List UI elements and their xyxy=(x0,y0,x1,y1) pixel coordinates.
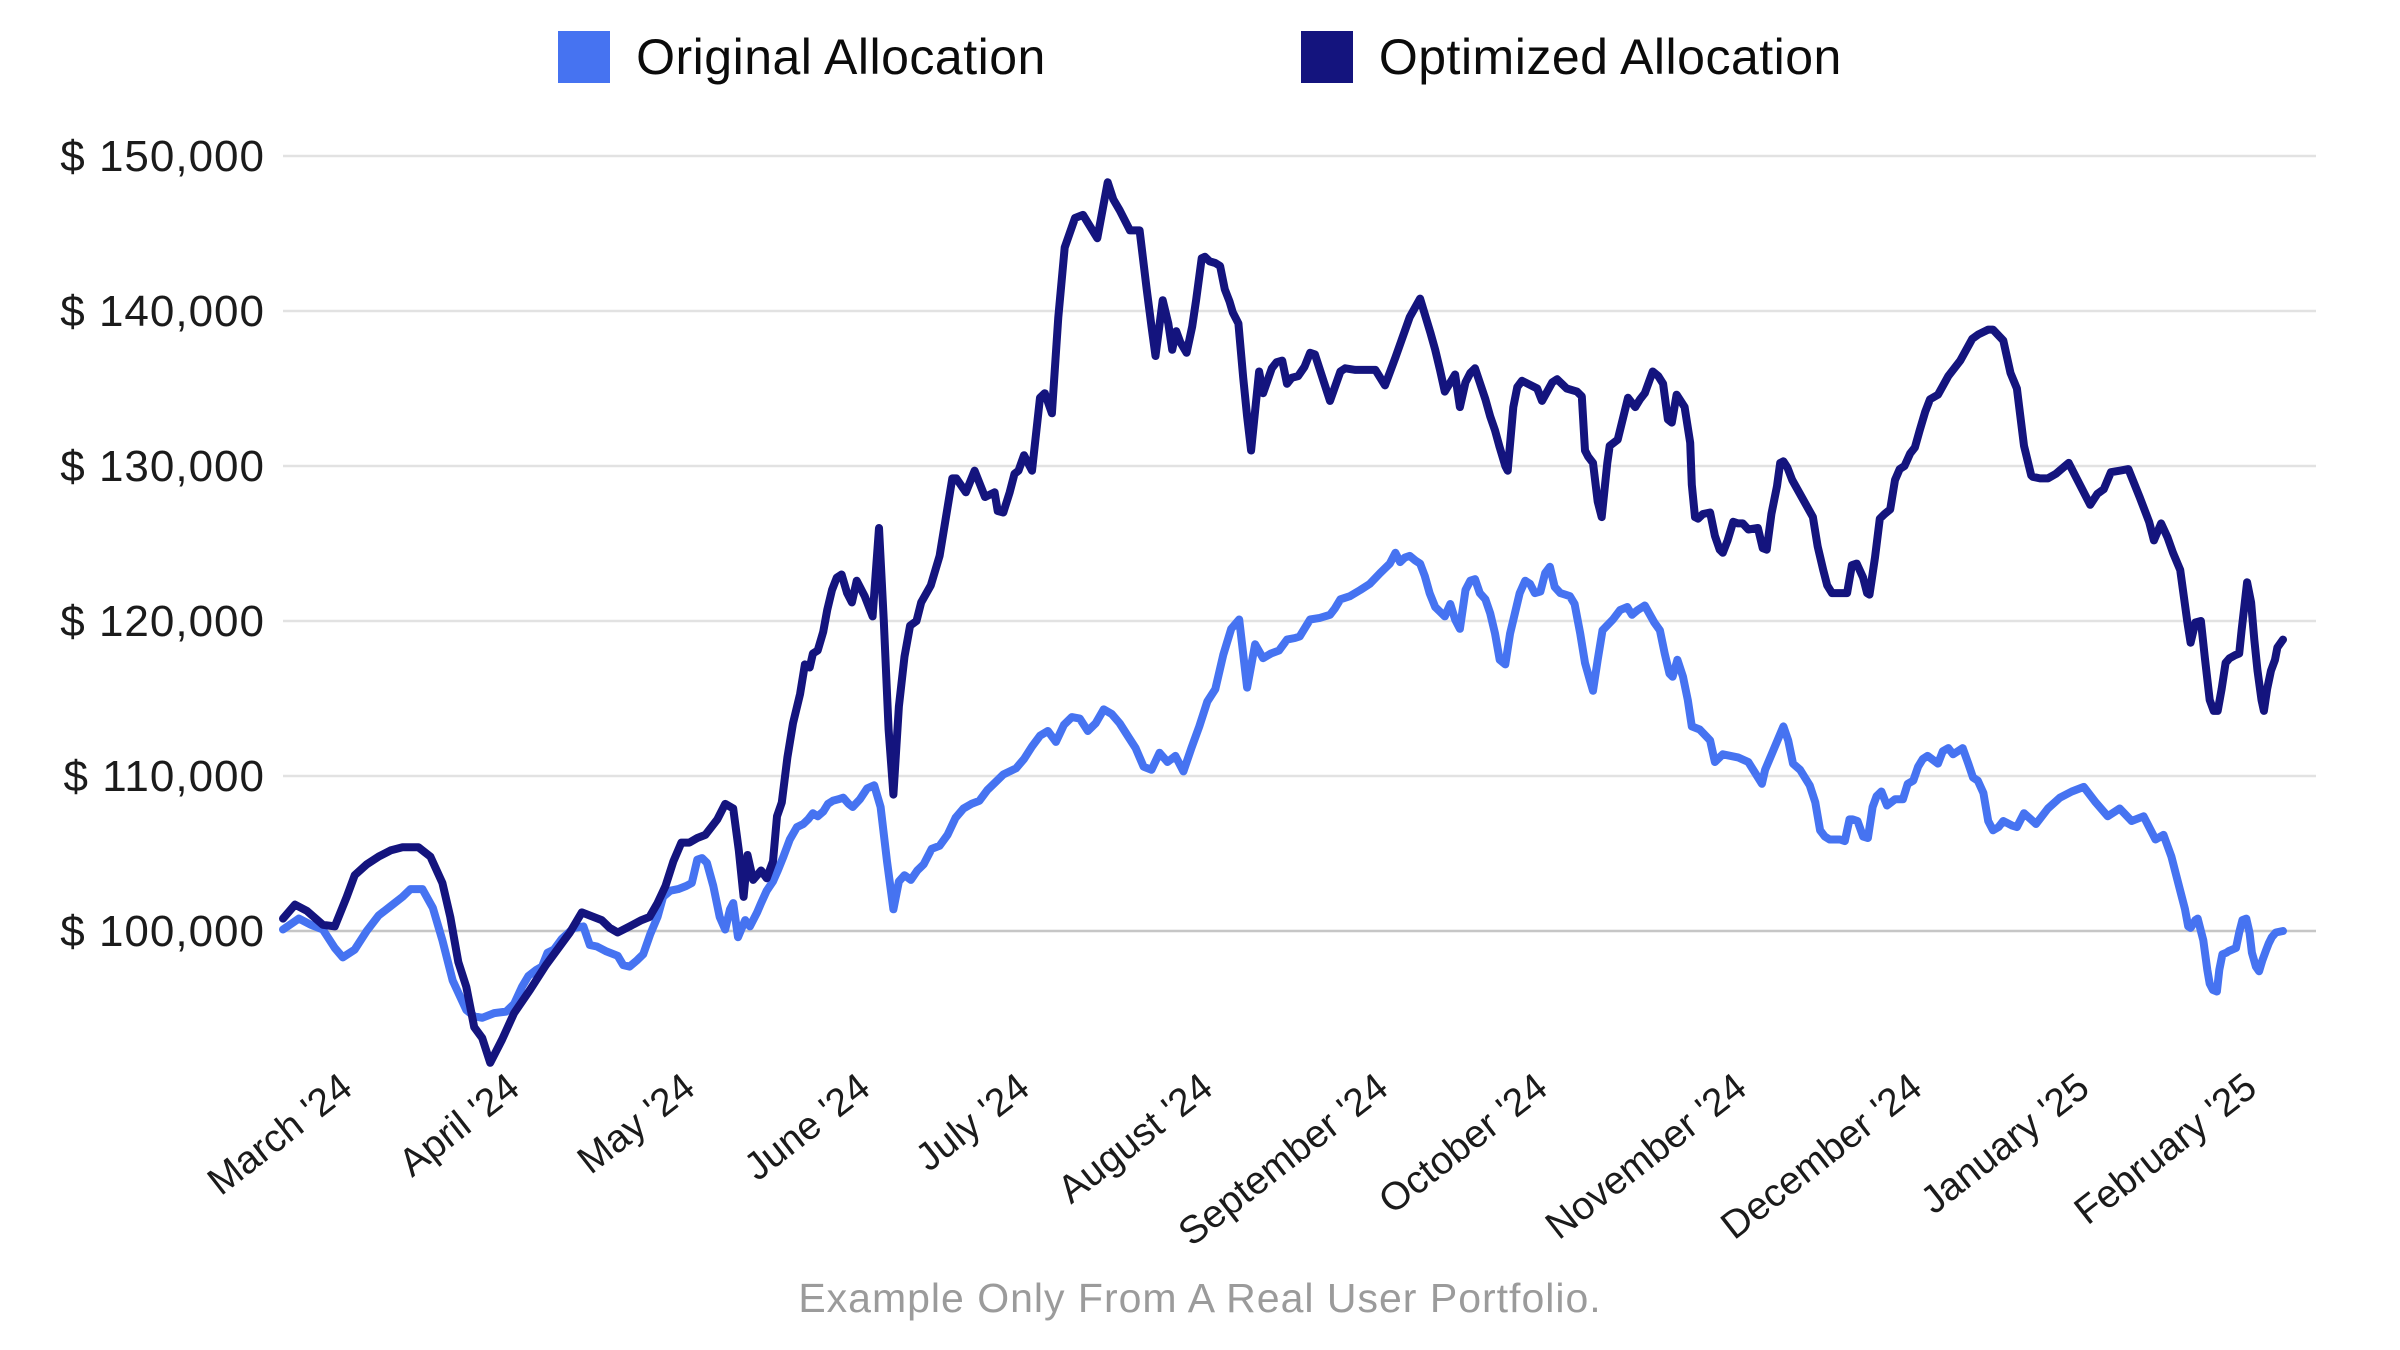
x-axis-tick-label: July '24 xyxy=(908,1065,1038,1180)
chart-legend: Original Allocation Optimized Allocation xyxy=(0,28,2400,86)
x-axis-tick-label: April '24 xyxy=(391,1065,528,1185)
x-axis-tick-label: March '24 xyxy=(200,1065,360,1204)
x-axis-tick-label: August '24 xyxy=(1050,1065,1221,1212)
legend-item-optimized-allocation: Optimized Allocation xyxy=(1300,28,1842,86)
series-line-optimized-allocation xyxy=(279,178,2287,1067)
chart-footnote: Example Only From A Real User Portfolio. xyxy=(798,1275,1602,1321)
y-axis-tick-label: $ 130,000 xyxy=(60,442,265,491)
y-axis-tick-label: $ 140,000 xyxy=(60,287,265,336)
y-axis-tick-label: $ 100,000 xyxy=(60,907,265,956)
x-axis-tick-label: May '24 xyxy=(570,1065,703,1182)
legend-label: Original Allocation xyxy=(636,29,1046,85)
y-axis-tick-label: $ 110,000 xyxy=(64,752,265,801)
optimized-allocation-swatch-icon xyxy=(1300,31,1353,83)
x-axis-tick-label: June '24 xyxy=(736,1065,878,1189)
y-axis-tick-label: $ 150,000 xyxy=(60,132,265,181)
y-axis-tick-label: $ 120,000 xyxy=(60,597,265,646)
x-axis-tick-label: October '24 xyxy=(1371,1065,1555,1222)
x-axis-tick-label: February '25 xyxy=(2067,1065,2265,1233)
legend-label: Optimized Allocation xyxy=(1378,29,1842,85)
legend-item-original-allocation: Original Allocation xyxy=(558,28,1046,86)
original-allocation-swatch-icon xyxy=(558,31,611,83)
series-line-original-allocation xyxy=(279,548,2287,1022)
